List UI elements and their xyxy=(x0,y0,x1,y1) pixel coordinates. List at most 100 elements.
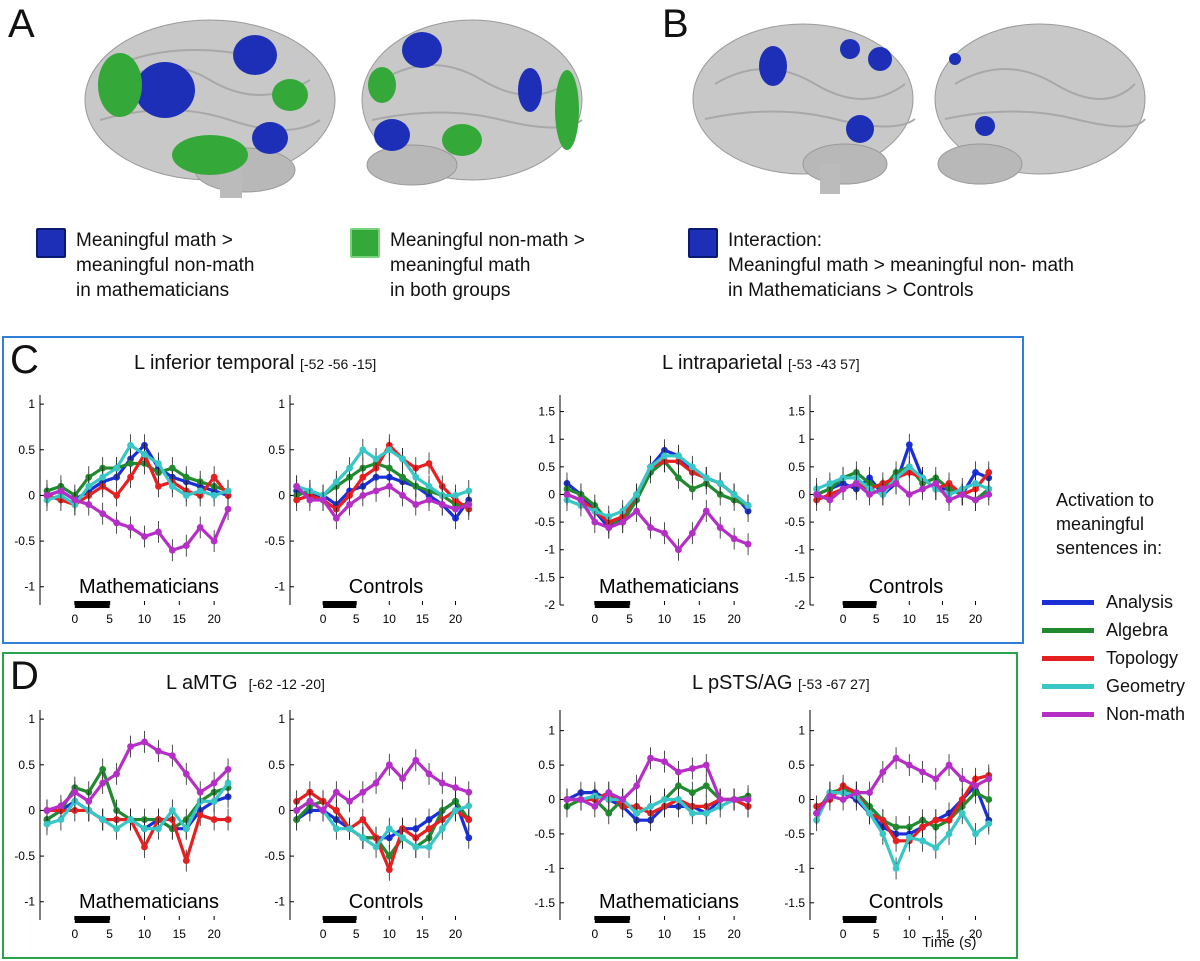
y-tick-label: -1.5 xyxy=(784,570,805,584)
data-point-geometry xyxy=(85,482,93,490)
data-point-non-math xyxy=(647,524,654,532)
data-point-non-math xyxy=(452,505,459,513)
chart-c-it-ctrl: 1 0.5 0 -0.5 -1 0 5 10 15 20 Controls xyxy=(264,395,473,626)
data-point-non-math xyxy=(945,761,953,769)
data-point-non-math xyxy=(43,492,51,499)
key-line-analysis xyxy=(1042,600,1094,605)
y-tick-label: -1 xyxy=(24,895,35,909)
data-point-geometry xyxy=(385,825,393,833)
x-tick-label: 15 xyxy=(173,927,187,941)
y-tick-label: 0.5 xyxy=(18,443,35,457)
data-point-topology xyxy=(141,843,148,851)
data-point-non-math xyxy=(563,796,571,803)
data-point-non-math xyxy=(932,775,940,783)
y-tick-label: -0.5 xyxy=(14,534,35,548)
data-point-non-math xyxy=(985,491,993,498)
data-point-geometry xyxy=(141,450,148,458)
x-tick-label: 15 xyxy=(936,612,950,626)
data-point-non-math xyxy=(675,546,682,554)
data-point-non-math xyxy=(702,507,710,515)
data-point-algebra xyxy=(675,474,682,482)
data-point-geometry xyxy=(905,463,913,471)
data-point-non-math xyxy=(716,796,724,803)
data-point-algebra xyxy=(688,789,696,797)
x-tick-label: 0 xyxy=(591,612,598,626)
data-point-non-math xyxy=(425,496,433,504)
group-label: Controls xyxy=(349,891,423,913)
data-point-geometry xyxy=(399,455,406,463)
data-point-non-math xyxy=(813,809,821,817)
data-point-non-math xyxy=(425,770,433,778)
x-tick-label: 10 xyxy=(138,612,152,626)
data-point-non-math xyxy=(71,496,79,504)
y-tick-label: 0 xyxy=(548,487,555,501)
data-point-topology xyxy=(425,460,433,467)
data-point-non-math xyxy=(224,505,232,513)
data-point-non-math xyxy=(359,492,367,499)
x-tick-label: 10 xyxy=(658,927,672,941)
data-point-non-math xyxy=(866,491,873,498)
data-point-non-math xyxy=(141,533,148,540)
data-point-geometry xyxy=(892,864,900,872)
y-tick-label: -0.5 xyxy=(784,515,805,529)
y-tick-label: 1 xyxy=(278,397,285,411)
data-point-algebra xyxy=(168,464,176,472)
y-tick-label: -0.5 xyxy=(264,534,285,548)
stimulus-bar xyxy=(323,601,357,608)
data-point-topology xyxy=(879,816,887,824)
chart-d-psts-math: 1 0.5 0 -0.5 -1 -1.5 0 5 10 15 20 Mathematicians xyxy=(534,710,752,941)
data-point-non-math xyxy=(168,546,176,554)
chart-c-ip-ctrl: 1.5 1 0.5 0 -0.5 -1 -1.5 -2 0 5 10 15 20 Controls xyxy=(784,395,993,626)
data-point-geometry xyxy=(452,492,459,499)
x-tick-label: 20 xyxy=(449,927,463,941)
y-tick-label: -2 xyxy=(794,598,805,612)
y-tick-label: 0 xyxy=(278,488,285,502)
y-tick-label: 0 xyxy=(798,793,805,807)
data-point-non-math xyxy=(905,491,913,498)
data-point-non-math xyxy=(591,518,599,526)
data-point-geometry xyxy=(661,796,668,803)
data-point-geometry xyxy=(647,802,654,810)
stimulus-bar xyxy=(594,601,630,608)
group-label: Mathematicians xyxy=(599,891,739,913)
data-point-non-math xyxy=(182,542,190,550)
y-tick-label: -1 xyxy=(544,861,555,875)
data-point-geometry xyxy=(113,825,121,833)
y-tick-label: 1 xyxy=(548,432,555,446)
x-tick-label: 0 xyxy=(320,612,327,626)
data-point-non-math xyxy=(605,524,613,532)
data-point-non-math xyxy=(438,501,446,508)
data-point-geometry xyxy=(985,820,993,828)
data-point-topology xyxy=(359,816,367,823)
x-axis-label: Time (s) xyxy=(922,934,977,951)
x-tick-label: 15 xyxy=(936,927,950,941)
x-tick-label: 10 xyxy=(383,612,397,626)
x-tick-label: 10 xyxy=(138,927,152,941)
y-tick-label: 0.5 xyxy=(538,758,555,772)
panel-label-c: C xyxy=(10,338,39,382)
data-point-non-math xyxy=(293,482,301,490)
data-point-geometry xyxy=(879,830,887,838)
data-point-non-math xyxy=(577,796,585,803)
series-key-heading: Activation to meaningful sentences in: xyxy=(1056,490,1163,558)
stimulus-bar xyxy=(843,601,877,608)
data-point-non-math xyxy=(332,788,340,796)
data-point-non-math xyxy=(43,807,51,814)
data-point-non-math xyxy=(958,491,966,498)
stimulus-bar xyxy=(843,916,877,923)
x-tick-label: 15 xyxy=(173,612,187,626)
x-tick-label: 5 xyxy=(353,612,360,626)
y-tick-label: -0.5 xyxy=(14,849,35,863)
data-point-non-math xyxy=(306,797,314,805)
y-tick-label: -1 xyxy=(794,861,805,875)
data-point-non-math xyxy=(71,788,79,796)
data-point-non-math xyxy=(113,770,121,778)
data-point-topology xyxy=(945,816,953,824)
stimulus-bar xyxy=(594,916,630,923)
data-point-geometry xyxy=(385,446,393,454)
data-point-algebra xyxy=(99,765,107,773)
data-point-non-math xyxy=(905,761,913,769)
data-point-geometry xyxy=(57,816,65,823)
group-label: Controls xyxy=(869,891,943,913)
data-point-non-math xyxy=(155,528,162,536)
